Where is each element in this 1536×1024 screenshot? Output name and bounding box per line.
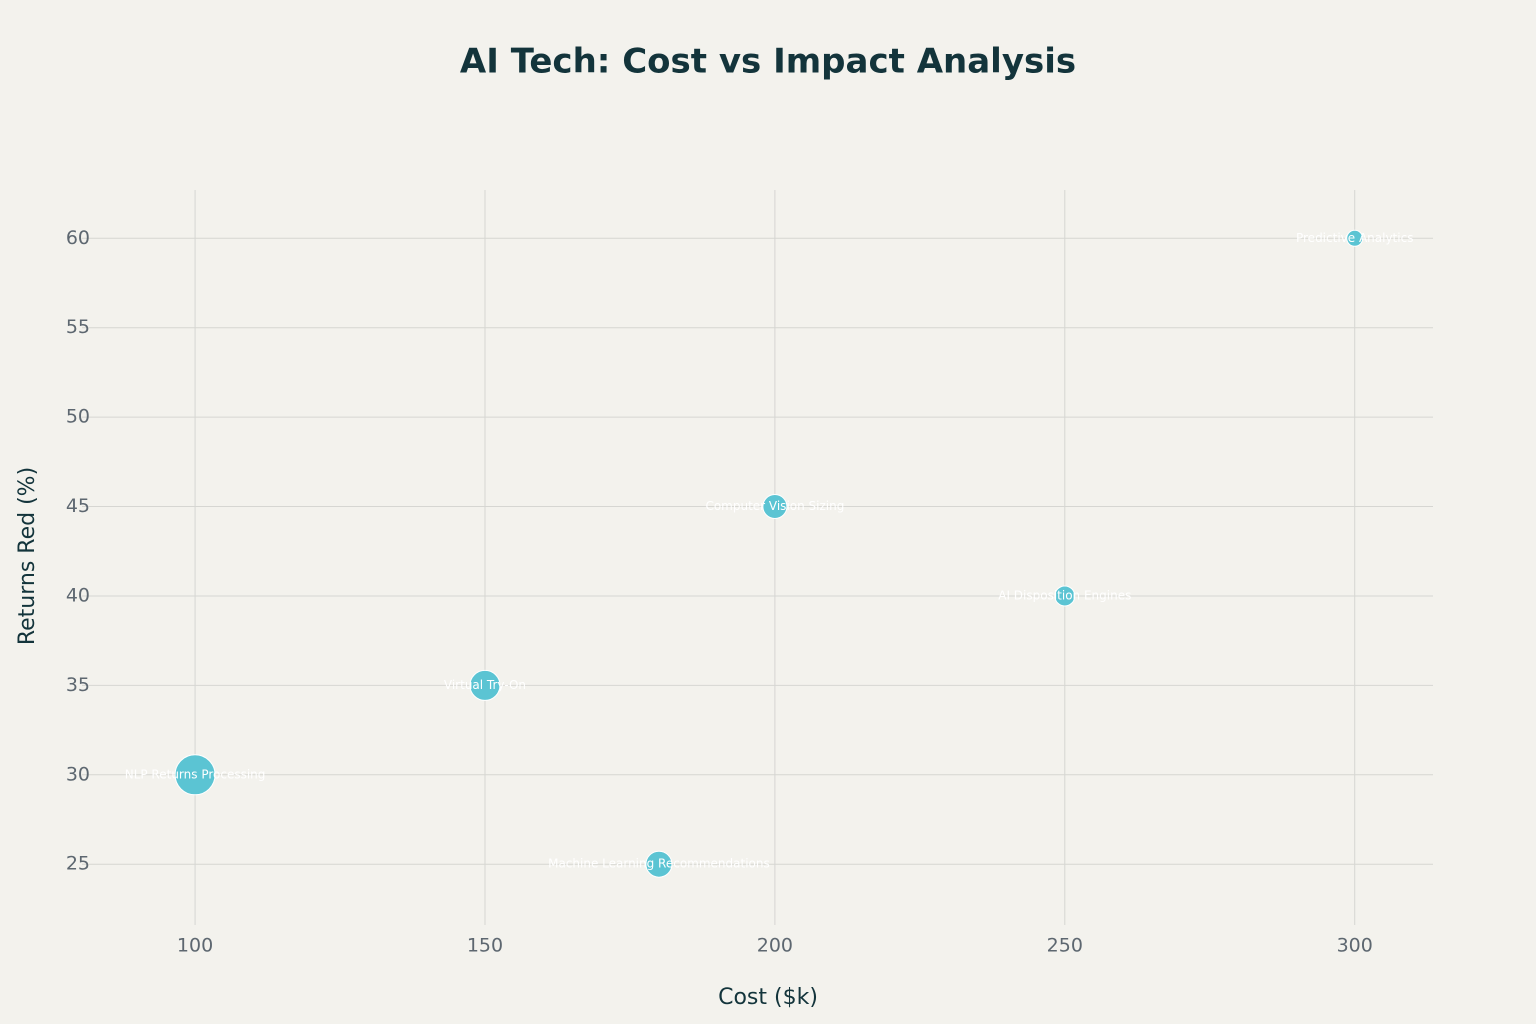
point-label: Virtual Try-On xyxy=(444,678,526,692)
y-tick-label: 60 xyxy=(66,227,90,249)
bubble xyxy=(1054,585,1076,607)
y-tick-label: 35 xyxy=(66,674,90,696)
point-label: Machine Learning Recommendations xyxy=(548,857,770,871)
chart-title: AI Tech: Cost vs Impact Analysis xyxy=(460,42,1076,82)
x-tick-label: 200 xyxy=(757,935,793,957)
x-tick-label: 250 xyxy=(1047,935,1083,957)
y-tick-label: 30 xyxy=(66,763,90,785)
point-label: NLP Returns Processing xyxy=(125,767,266,781)
x-tick-label: 100 xyxy=(177,935,213,957)
x-axis-title: Cost ($k) xyxy=(718,985,818,1010)
bubble xyxy=(469,669,501,701)
y-axis-title: Returns Red (%) xyxy=(15,467,40,645)
y-tick-label: 50 xyxy=(66,406,90,428)
bubble xyxy=(174,754,216,796)
y-tick-label: 40 xyxy=(66,584,90,606)
bubble xyxy=(645,850,673,878)
x-tick-label: 150 xyxy=(467,935,503,957)
bubble xyxy=(1346,229,1364,247)
bubble xyxy=(762,494,788,520)
point-label: Predictive Analytics xyxy=(1296,231,1413,245)
y-tick-label: 55 xyxy=(66,316,90,338)
y-tick-label: 25 xyxy=(66,853,90,875)
y-tick-label: 45 xyxy=(66,495,90,517)
point-label: AI Disposition Engines xyxy=(998,588,1131,602)
point-label: Computer Vision Sizing xyxy=(705,499,844,513)
x-tick-label: 300 xyxy=(1337,935,1373,957)
